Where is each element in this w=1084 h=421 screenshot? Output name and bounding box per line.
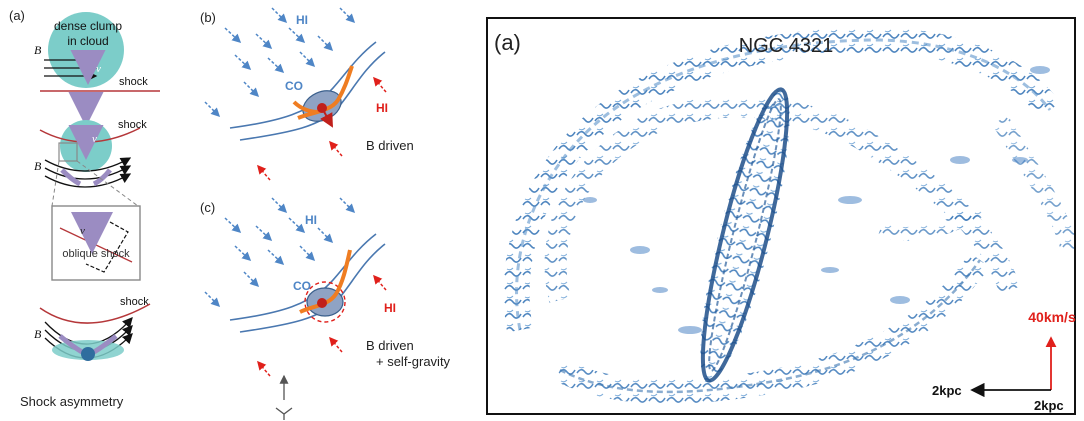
panel-c-caption-line2: + self-gravity	[376, 354, 451, 369]
flow-arrow	[92, 334, 118, 355]
panel-c: (c) HI CO HI B driven + self-gra	[200, 197, 451, 420]
field-symbol: B	[34, 159, 42, 173]
panel-a-caption: Shock asymmetry	[20, 394, 124, 409]
field-line	[44, 173, 132, 188]
zoom-connector	[76, 160, 139, 207]
zoom-connector	[51, 160, 60, 207]
co-label: CO	[285, 79, 303, 93]
panel-b-caption: B driven	[366, 138, 414, 153]
panel-b: (b) HI CO HI B driven	[200, 7, 414, 181]
panel-c-caption-line1: B driven	[366, 338, 414, 353]
orange-flow	[292, 100, 319, 114]
field-symbol: B	[34, 43, 42, 57]
field-line	[44, 157, 132, 172]
field-symbol: B	[34, 327, 42, 341]
horizontal-scale-label: 2kpc	[932, 383, 962, 398]
co-label: CO	[293, 279, 311, 293]
clump-label-line2: in cloud	[67, 34, 108, 48]
galaxy-title: NGC 4321	[739, 35, 834, 57]
panel-a: (a) dense clump in cloud B v shock shock…	[9, 8, 160, 409]
hi-label-red: HI	[384, 301, 396, 315]
clump-at-shock: shock v B	[34, 119, 147, 207]
velocity-symbol: v	[80, 225, 85, 237]
hi-label-red: HI	[376, 101, 388, 115]
shock-label: shock	[120, 296, 149, 308]
central-bar	[700, 87, 790, 383]
velocity-symbol: v	[96, 63, 101, 75]
simulation-panel: (a) NGC 4321 40km/s 2kpc 2kpc	[486, 17, 1076, 415]
core-motion-arrow	[320, 107, 333, 128]
hi-label-blue: HI	[296, 13, 308, 27]
orange-flow	[299, 249, 352, 314]
hi-flow-arrows-red	[257, 76, 387, 181]
hi-flow-arrows-blue	[204, 197, 356, 308]
panel-c-label: (c)	[200, 200, 215, 215]
field-line	[44, 165, 132, 180]
field-line-lower	[239, 243, 386, 333]
shock-label: shock	[119, 76, 148, 88]
clump-before-shock: dense clump in cloud B v shock	[34, 12, 160, 92]
self-gravity-boundary	[304, 281, 346, 323]
hi-flow-arrows-red	[257, 274, 387, 377]
shock-label: shock	[118, 119, 147, 131]
flow-arrow	[58, 334, 84, 355]
clump-label-line1: dense clump	[54, 19, 122, 33]
shock-curve	[39, 303, 151, 324]
vertical-scale-label: 2kpc	[1034, 398, 1064, 413]
velocity-scale-label: 40km/s	[1028, 309, 1076, 325]
core-dot	[317, 298, 327, 308]
galaxy-image	[503, 26, 1074, 404]
hi-flow-arrows-blue	[204, 7, 356, 118]
observer-eye-icon	[275, 407, 293, 420]
velocity-symbol: v	[92, 133, 97, 145]
panel-b-label: (b)	[200, 10, 216, 25]
flow-arrow	[92, 168, 112, 187]
panel-a-label: (a)	[9, 8, 25, 23]
flow-arrow	[60, 168, 82, 187]
dense-core	[81, 347, 95, 361]
decomposition-lines	[85, 221, 129, 273]
orange-flow	[297, 65, 354, 120]
clump-after-shock: shock B	[34, 296, 151, 361]
spiral-arm-right	[992, 115, 1074, 253]
simulation-panel-label: (a)	[494, 30, 521, 55]
hi-label-blue: HI	[305, 213, 317, 227]
oblique-shock-inset: v oblique shock	[51, 205, 141, 281]
oblique-shock-label: oblique shock	[62, 248, 130, 260]
zoom-box	[58, 142, 78, 162]
